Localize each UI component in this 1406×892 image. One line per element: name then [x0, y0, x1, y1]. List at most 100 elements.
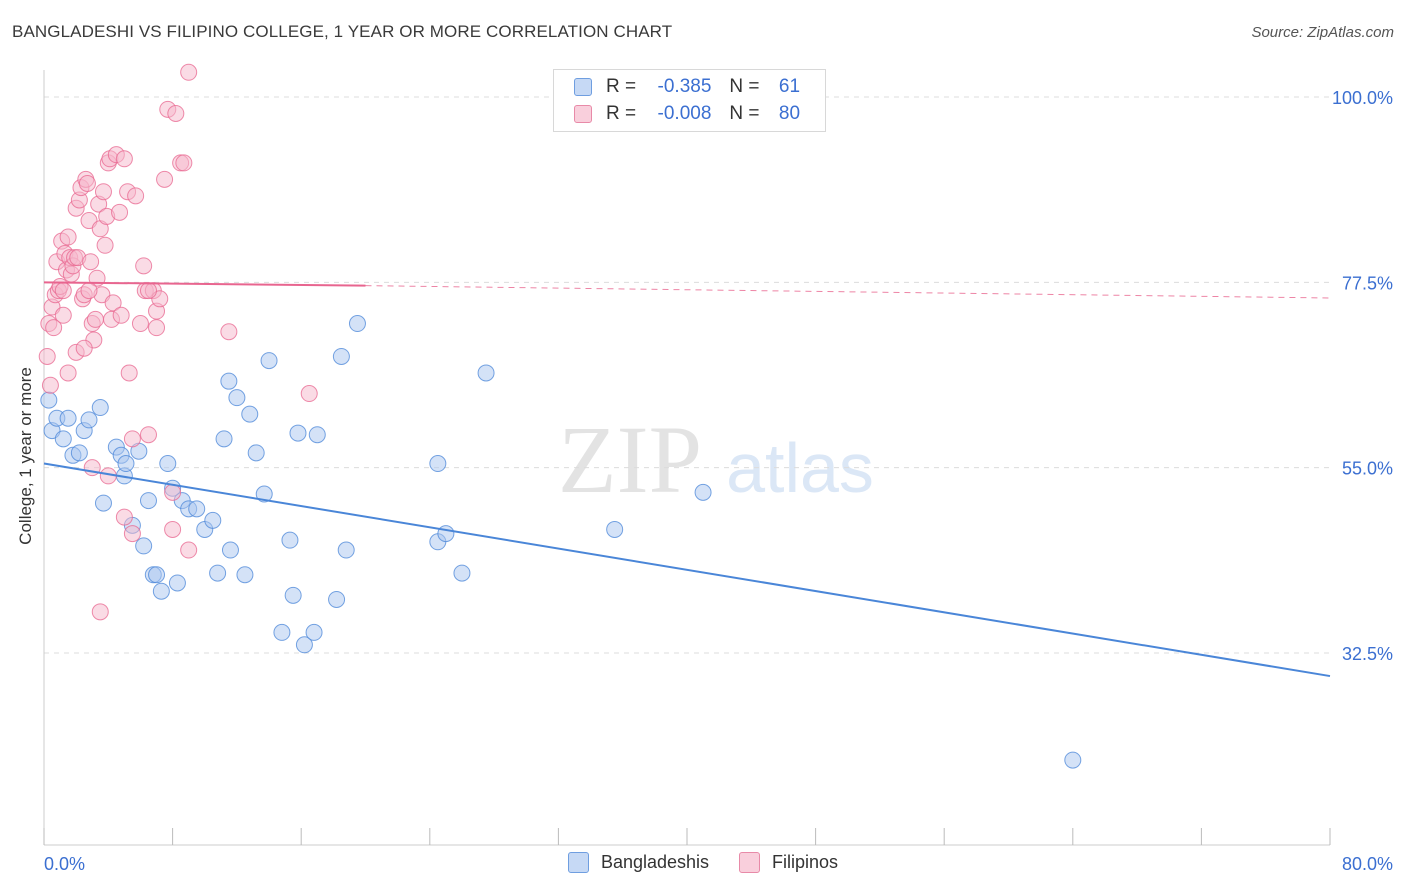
- point-bangladeshis: [308, 426, 326, 444]
- point-bangladeshis: [188, 500, 206, 518]
- point-filipinos: [104, 294, 122, 312]
- trend-line-dashed-filipinos: [365, 285, 1331, 299]
- point-filipinos: [111, 203, 129, 221]
- legend-row-bangladeshis: R = -0.385 N = 61: [574, 74, 800, 100]
- legend-swatch-bangladeshis: [574, 78, 592, 96]
- point-bangladeshis: [328, 590, 346, 608]
- legend-item-filipinos[interactable]: Filipinos: [739, 852, 838, 873]
- point-bangladeshis: [606, 520, 624, 538]
- watermark-atlas: atlas: [726, 429, 874, 507]
- point-filipinos: [96, 236, 114, 254]
- point-bangladeshis: [273, 623, 291, 641]
- point-bangladeshis: [204, 511, 222, 529]
- y-axis-label: College, 1 year or more: [16, 367, 35, 545]
- point-filipinos: [167, 104, 185, 122]
- point-bangladeshis: [437, 525, 455, 543]
- point-bangladeshis: [40, 391, 58, 409]
- legend-n-value: 61: [778, 76, 801, 97]
- legend-n-label: N =: [729, 103, 760, 124]
- point-bangladeshis: [429, 455, 447, 473]
- point-filipinos: [80, 282, 98, 300]
- trend-line-filipinos: [43, 281, 366, 287]
- point-filipinos: [156, 170, 174, 188]
- point-filipinos: [82, 253, 100, 271]
- point-bangladeshis: [255, 485, 273, 503]
- correlation-legend: R = -0.385 N = 61 R = -0.008 N = 80: [553, 69, 826, 132]
- y-tick-label: 55.0%: [1342, 459, 1393, 479]
- point-filipinos: [139, 426, 157, 444]
- point-filipinos: [54, 282, 72, 300]
- point-bangladeshis: [168, 574, 186, 592]
- legend-n-value: 80: [778, 103, 801, 124]
- point-bangladeshis: [228, 389, 246, 407]
- x-tick-labels: 0.0% 80.0%: [44, 854, 1393, 874]
- point-filipinos: [175, 154, 193, 172]
- point-filipinos: [300, 385, 318, 403]
- point-filipinos: [38, 347, 56, 365]
- point-filipinos: [123, 525, 141, 543]
- point-filipinos: [139, 282, 157, 300]
- point-bangladeshis: [220, 372, 238, 390]
- point-filipinos: [120, 364, 138, 382]
- legend-item-bangladeshis[interactable]: Bangladeshis: [567, 852, 710, 873]
- point-filipinos: [164, 520, 182, 538]
- series-points: [38, 63, 1082, 769]
- legend-r-value: -0.385: [657, 76, 712, 97]
- watermark-zip: ZIP: [558, 406, 702, 513]
- point-bangladeshis: [59, 409, 77, 427]
- y-tick-label: 77.5%: [1342, 273, 1393, 293]
- series-legend: Bangladeshis Filipinos: [0, 852, 1406, 873]
- y-tick-labels: 100.0% 77.5% 55.0% 32.5%: [1332, 88, 1393, 664]
- x-tick-label: 80.0%: [1342, 854, 1393, 874]
- y-tick-label: 100.0%: [1332, 88, 1393, 108]
- point-filipinos: [127, 187, 145, 205]
- point-bangladeshis: [117, 455, 135, 473]
- point-filipinos: [123, 430, 141, 448]
- point-bangladeshis: [139, 492, 157, 510]
- point-filipinos: [148, 319, 166, 337]
- point-bangladeshis: [54, 430, 72, 448]
- point-bangladeshis: [236, 566, 254, 584]
- point-filipinos: [112, 306, 130, 324]
- point-filipinos: [59, 364, 77, 382]
- point-bangladeshis: [453, 564, 471, 582]
- legend-r-label: R =: [606, 76, 637, 97]
- point-filipinos: [220, 323, 238, 341]
- point-filipinos: [75, 339, 93, 357]
- legend-label-bangladeshis: Bangladeshis: [600, 852, 710, 872]
- point-bangladeshis: [289, 424, 307, 442]
- point-filipinos: [91, 603, 109, 621]
- point-bangladeshis: [260, 352, 278, 370]
- point-filipinos: [94, 183, 112, 201]
- point-bangladeshis: [159, 455, 177, 473]
- point-bangladeshis: [295, 636, 313, 654]
- point-filipinos: [180, 63, 198, 81]
- point-bangladeshis: [94, 494, 112, 512]
- point-bangladeshis: [477, 364, 495, 382]
- point-filipinos: [115, 150, 133, 168]
- point-bangladeshis: [209, 564, 227, 582]
- legend-r-value: -0.008: [657, 103, 712, 124]
- point-bangladeshis: [247, 444, 265, 462]
- point-filipinos: [78, 174, 96, 192]
- trend-line-bangladeshis: [43, 462, 1331, 678]
- point-bangladeshis: [221, 541, 239, 559]
- x-ticks: [43, 828, 1331, 845]
- point-bangladeshis: [305, 623, 323, 641]
- point-bangladeshis: [337, 541, 355, 559]
- x-tick-label: 0.0%: [44, 854, 85, 874]
- point-bangladeshis: [284, 586, 302, 604]
- point-filipinos: [135, 257, 153, 275]
- point-filipinos: [164, 483, 182, 501]
- point-bangladeshis: [241, 405, 259, 423]
- point-filipinos: [54, 306, 72, 324]
- point-bangladeshis: [694, 483, 712, 501]
- point-bangladeshis: [348, 315, 366, 333]
- point-bangladeshis: [332, 347, 350, 365]
- legend-label-filipinos: Filipinos: [772, 852, 839, 872]
- point-filipinos: [41, 376, 59, 394]
- legend-r-label: R =: [606, 103, 637, 124]
- point-bangladeshis: [152, 582, 170, 600]
- point-filipinos: [45, 319, 63, 337]
